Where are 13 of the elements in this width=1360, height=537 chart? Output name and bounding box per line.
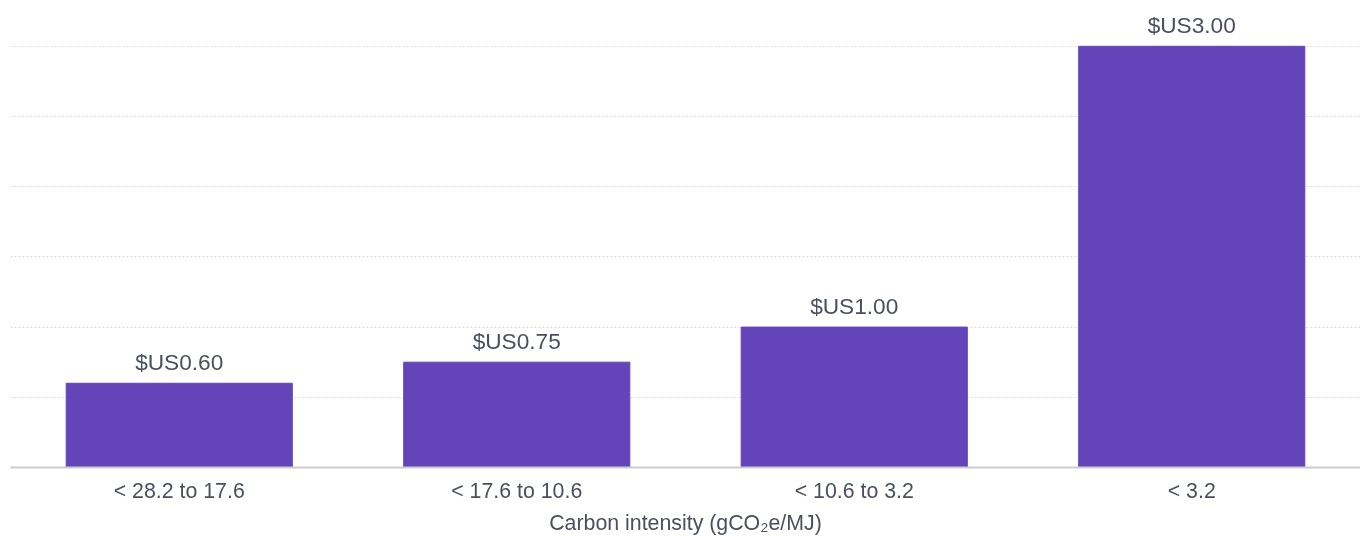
bar — [740, 326, 968, 468]
x-tick-label: < 28.2 to 17.6 — [113, 478, 245, 503]
bar — [65, 382, 293, 468]
data-label: $US0.60 — [135, 349, 224, 376]
x-tick-label: < 3.2 — [1167, 478, 1216, 503]
data-label: $US0.75 — [472, 328, 561, 355]
x-axis-title: Carbon intensity (gCO₂e/MJ) — [549, 510, 822, 535]
bar — [1078, 45, 1306, 468]
data-label: $US1.00 — [810, 293, 899, 320]
x-tick-label: < 10.6 to 3.2 — [794, 478, 914, 503]
x-tick-label: < 17.6 to 10.6 — [451, 478, 583, 503]
bar — [403, 361, 631, 468]
data-label: $US3.00 — [1147, 12, 1236, 39]
